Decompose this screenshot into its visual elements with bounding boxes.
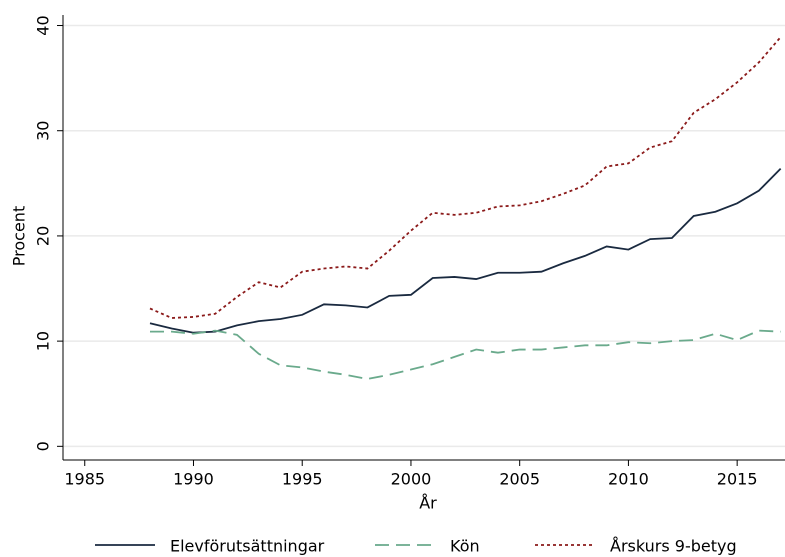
legend-label: Elevförutsättningar	[170, 537, 325, 556]
x-tick-label: 1985	[64, 470, 105, 489]
line-series	[149, 167, 782, 334]
x-tick-label: 1995	[282, 470, 323, 489]
y-tick-label: 20	[34, 226, 53, 246]
y-tick-label: 0	[34, 441, 53, 451]
y-axis-label: Procent	[10, 206, 29, 266]
line-series	[149, 329, 781, 380]
legend-label: Årskurs 9-betyg	[610, 537, 737, 556]
x-tick-label: 2000	[391, 470, 432, 489]
x-axis-label: År	[419, 494, 437, 513]
y-tick-label: 40	[34, 15, 53, 35]
y-tick-label: 10	[34, 331, 53, 351]
x-tick-label: 2010	[608, 470, 649, 489]
y-tick-label: 30	[34, 121, 53, 141]
line-series	[149, 36, 782, 319]
x-tick-label: 2015	[717, 470, 758, 489]
legend-label: Kön	[450, 537, 480, 556]
x-tick-label: 2005	[499, 470, 540, 489]
x-tick-label: 1990	[173, 470, 214, 489]
